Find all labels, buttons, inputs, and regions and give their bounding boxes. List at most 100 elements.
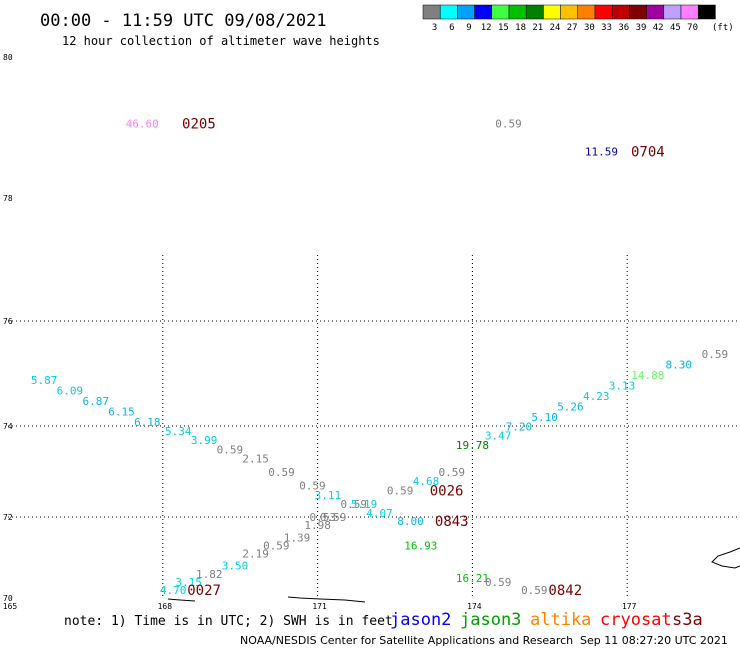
legend-label: 24	[550, 23, 561, 33]
chart-title: 00:00 - 11:59 UTC 09/08/2021	[40, 11, 327, 31]
wave-height-label: 2.15	[242, 452, 269, 465]
wave-height-label: 8.00	[397, 515, 424, 528]
time-label: 0704	[631, 145, 665, 161]
wave-height-label: 0.59	[485, 576, 512, 589]
wave-height-label: 5.19	[351, 498, 378, 511]
y-tick-label: 78	[3, 194, 13, 203]
wave-height-label: 3.50	[222, 560, 249, 573]
wave-height-label: 4.70	[160, 584, 187, 597]
x-axis-ticks: 165 168 171 174 177	[3, 602, 637, 611]
wave-height-label: 4.68	[413, 475, 440, 488]
wave-height-label: 6.09	[57, 385, 84, 398]
wave-height-label: 0.59	[320, 511, 347, 524]
footer-timestamp: Sep 11 08:27:20 UTC 2021	[580, 634, 728, 647]
legend-swatch	[439, 4, 458, 20]
wave-height-label: 19.78	[456, 439, 489, 452]
wave-height-label: 3.15	[175, 576, 202, 589]
wave-height-label: 2.19	[242, 548, 269, 561]
y-axis-ticks: 70 72 74 76 78 80	[3, 53, 13, 603]
time-label: 0843	[435, 514, 469, 530]
legend-swatch	[663, 4, 682, 20]
wave-height-label: 0.59	[387, 484, 414, 497]
wave-height-label: 14.88	[631, 369, 664, 382]
legend-swatch	[543, 4, 561, 20]
legend-label: 21	[532, 23, 543, 33]
satellite-name: s3a	[672, 610, 703, 630]
x-tick-label: 174	[467, 602, 482, 611]
legend-unit: (ft)	[712, 23, 734, 33]
wave-height-label: 6.87	[82, 395, 109, 408]
wave-height-label: 6.18	[134, 416, 161, 429]
legend-label: 18	[515, 23, 526, 33]
chart-subtitle: 12 hour collection of altimeter wave hei…	[62, 34, 380, 48]
legend-swatch	[629, 4, 647, 20]
coastline-right	[711, 547, 740, 569]
wave-height-label: 3.11	[315, 489, 342, 502]
wave-height-label: 5.26	[557, 400, 584, 413]
legend-label: 15	[498, 23, 509, 33]
wave-height-label: 3.99	[191, 434, 218, 447]
wave-height-label: 0.59	[340, 498, 367, 511]
legend-swatch	[491, 4, 510, 20]
wave-height-label: 4.07	[366, 507, 393, 520]
legend-label: 3	[432, 23, 437, 33]
wave-height-label: 5.87	[31, 374, 58, 387]
wave-height-label: 0.59	[495, 118, 522, 131]
wave-height-label: 1.39	[284, 531, 311, 544]
legend-label: 45	[670, 23, 681, 33]
data-points: 5.876.096.876.156.185.343.990.592.150.59…	[31, 118, 728, 597]
grid	[8, 255, 740, 598]
wave-height-label: 7.20	[506, 421, 533, 434]
legend-label: 33	[601, 23, 612, 33]
wave-height-label: 3.13	[609, 379, 636, 392]
wave-height-label: 3.47	[485, 430, 512, 443]
x-tick-label: 177	[622, 602, 637, 611]
y-tick-label: 74	[3, 422, 13, 431]
time-label: 0205	[182, 117, 216, 133]
wave-height-label: 0.59	[217, 443, 244, 456]
satellite-legend: jason2 jason3 altika cryosat s3a	[390, 610, 703, 630]
legend-swatch	[697, 4, 716, 20]
satellite-name: jason2	[390, 610, 451, 630]
wave-height-label: 0.59	[439, 466, 466, 479]
legend-swatch	[508, 4, 527, 20]
satellite-name: cryosat	[600, 610, 672, 630]
legend-swatch	[422, 4, 441, 20]
wave-height-label: 1.98	[304, 519, 331, 532]
legend-swatch	[594, 4, 613, 20]
wave-height-label: 16.93	[404, 539, 437, 552]
y-tick-label: 76	[3, 317, 13, 326]
satellite-name: altika	[530, 610, 591, 630]
color-legend: 3 6 9 12 15 18 21 24 27 30 33 36 39 42 45 70	[422, 4, 716, 33]
wave-height-label: 0.59	[263, 539, 290, 552]
wave-height-label: 0.53	[310, 511, 337, 524]
wave-height-label: 6.15	[108, 406, 135, 419]
wave-height-label: 16.21	[456, 572, 489, 585]
x-tick-label: 171	[312, 602, 327, 611]
legend-swatch	[474, 4, 493, 20]
legend-label: 9	[466, 23, 471, 33]
wave-height-label: 46.60	[126, 118, 159, 131]
wave-height-label: 0.59	[702, 348, 729, 361]
legend-label: 39	[636, 23, 647, 33]
legend-swatch	[577, 4, 596, 20]
x-tick-label: 165	[3, 602, 18, 611]
y-tick-label: 72	[3, 513, 13, 522]
wave-height-label: 5.34	[165, 425, 192, 438]
legend-label: 70	[687, 23, 698, 33]
wave-height-label: 5.10	[531, 411, 558, 424]
time-labels: 0205 0704 0026 0843 0027 0842	[182, 117, 665, 599]
legend-label: 6	[449, 23, 454, 33]
legend-label: 27	[567, 23, 578, 33]
legend-label: 42	[653, 23, 664, 33]
time-label: 0026	[430, 483, 464, 499]
legend-swatch	[611, 4, 630, 20]
wave-height-label: 1.82	[196, 568, 223, 581]
legend-swatch	[680, 4, 699, 20]
legend-label: 30	[584, 23, 595, 33]
legend-swatch	[457, 4, 475, 20]
footer-credit: NOAA/NESDIS Center for Satellite Applica…	[240, 634, 573, 647]
wave-height-label: 0.59	[268, 466, 295, 479]
x-tick-label: 168	[158, 602, 173, 611]
